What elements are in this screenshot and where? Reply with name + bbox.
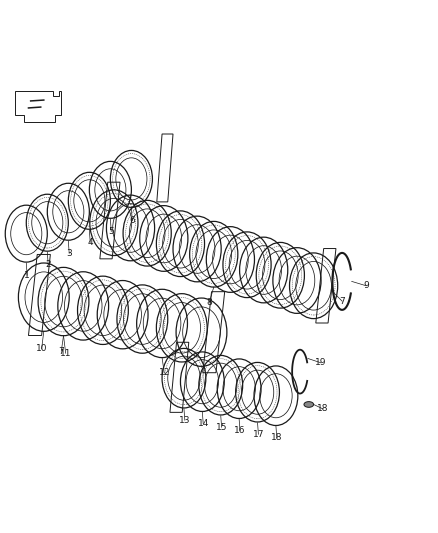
Text: 18: 18 [317,405,328,414]
Text: 14: 14 [198,419,209,428]
Text: 19: 19 [315,358,327,367]
Text: 8: 8 [206,298,212,307]
Text: 11: 11 [60,349,71,358]
Text: 7: 7 [339,296,345,305]
Text: 12: 12 [159,368,170,377]
Text: 13: 13 [179,416,191,425]
Text: 2: 2 [46,260,51,269]
Text: 5: 5 [108,227,114,236]
Text: 15: 15 [216,423,227,432]
Text: 9: 9 [363,281,369,290]
Text: 17: 17 [253,430,264,439]
Ellipse shape [304,402,314,407]
Text: 4: 4 [88,238,93,247]
Text: 3: 3 [66,249,72,258]
Text: 16: 16 [234,426,246,435]
Text: 6: 6 [129,216,135,225]
Text: 7: 7 [58,346,64,356]
Text: 10: 10 [36,344,47,353]
Text: 18: 18 [271,433,283,442]
Text: 1: 1 [24,271,30,280]
